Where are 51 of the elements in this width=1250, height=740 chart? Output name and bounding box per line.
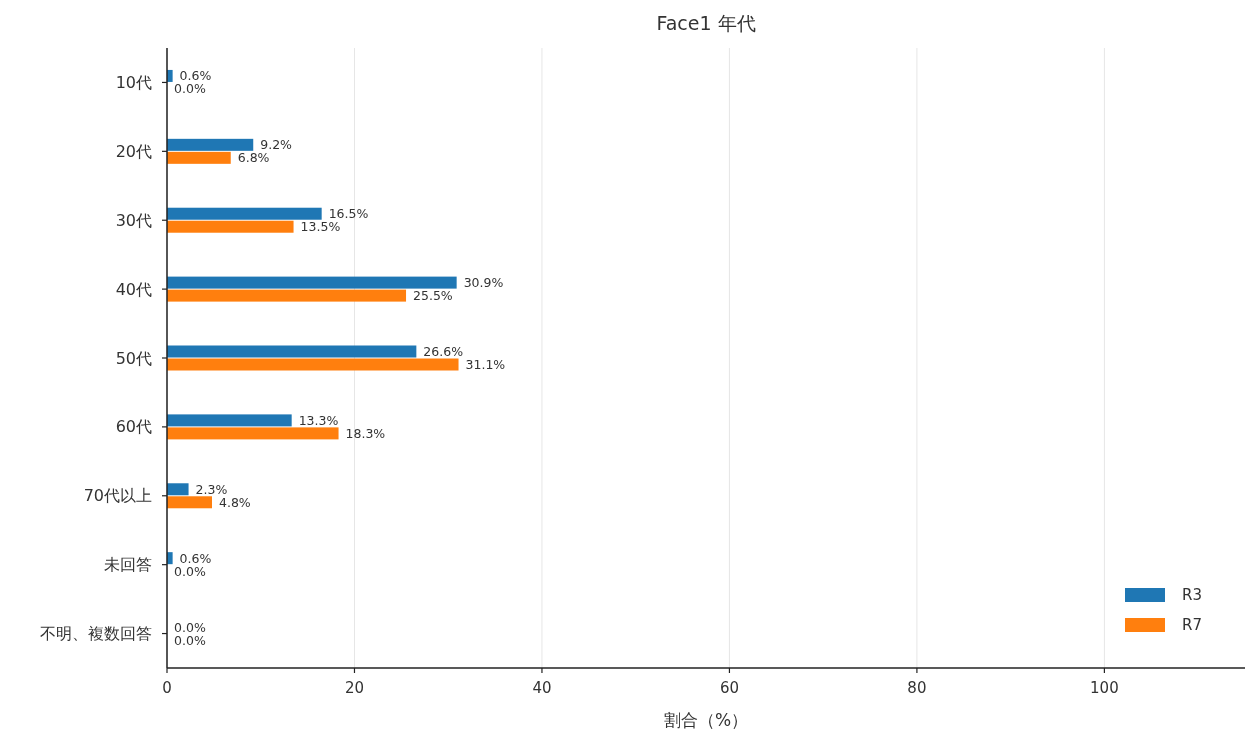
data-label: 2.3%: [195, 481, 228, 497]
bar: [167, 207, 322, 220]
bar: [167, 427, 339, 440]
y-tick-label: 30代: [115, 210, 152, 230]
bar: [167, 496, 212, 509]
legend-label: R3: [1182, 586, 1202, 604]
data-label: 0.6%: [179, 550, 212, 566]
data-label: 25.5%: [413, 288, 453, 304]
data-label: 30.9%: [463, 275, 504, 291]
x-tick-label: 40: [532, 679, 552, 697]
data-label: 0.0%: [174, 632, 206, 648]
bar: [167, 69, 173, 82]
y-tick-label: 50代: [115, 348, 152, 368]
data-label: 0.0%: [174, 563, 206, 579]
y-tick-label: 不明、複数回答: [40, 624, 152, 644]
data-label: 6.8%: [237, 150, 270, 166]
bar: [167, 358, 459, 371]
y-tick-label: 20代: [115, 141, 152, 161]
bar: [167, 552, 173, 565]
y-tick-label: 10代: [115, 72, 152, 92]
legend-label: R7: [1182, 616, 1202, 634]
data-label: 9.2%: [260, 137, 293, 153]
data-label: 26.6%: [423, 344, 464, 359]
bar: [167, 220, 294, 233]
chart-title: Face1 年代: [656, 12, 756, 34]
x-tick-label: 100: [1090, 679, 1119, 697]
data-label: 13.5%: [300, 219, 341, 235]
data-label: 18.3%: [345, 425, 386, 441]
data-label: 0.0%: [174, 81, 206, 97]
bar: [167, 414, 292, 427]
x-tick-label: 0: [162, 679, 172, 697]
data-label: 16.5%: [328, 206, 369, 222]
bar: [167, 289, 407, 302]
y-tick-label: 未回答: [104, 555, 152, 575]
x-tick-label: 80: [907, 679, 927, 697]
bar: [167, 276, 457, 289]
x-tick-label: 60: [719, 679, 739, 697]
x-tick-label: 20: [344, 679, 365, 697]
data-label: 4.8%: [218, 494, 251, 510]
y-tick-label: 70代以上: [83, 486, 152, 506]
data-label: 0.6%: [179, 68, 212, 84]
x-axis-title: 割合（%）: [663, 710, 749, 730]
data-label: 0.0%: [174, 619, 206, 635]
bar: [167, 345, 417, 358]
data-label: 13.3%: [298, 412, 339, 428]
y-tick-label: 60代: [115, 417, 152, 437]
bar: [167, 483, 189, 496]
bar: [167, 151, 231, 164]
bar: [167, 138, 254, 151]
y-tick-label: 40代: [115, 279, 152, 299]
data-label: 31.1%: [465, 357, 506, 372]
